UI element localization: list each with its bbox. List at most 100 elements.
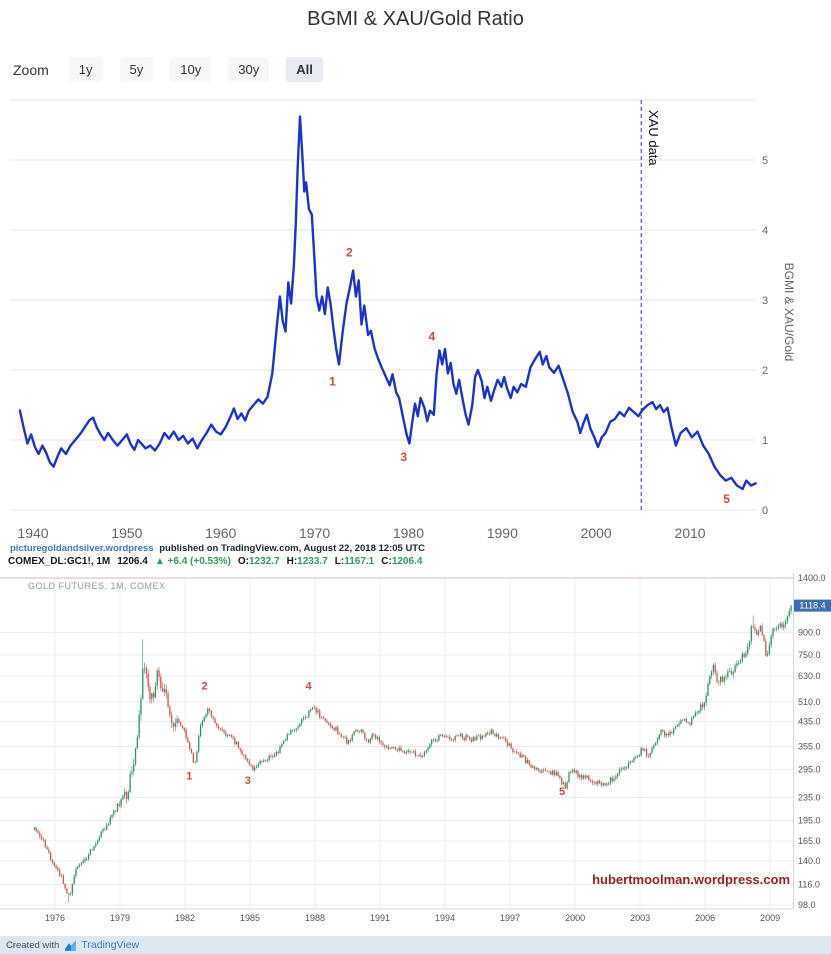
tradingview-logo-icon[interactable] [64, 939, 77, 952]
candle-body [154, 685, 157, 698]
candle-body [122, 795, 124, 800]
time-axis-label: 2006 [695, 913, 715, 923]
candle-body [161, 688, 164, 692]
candle-body [246, 759, 249, 761]
candle-body [588, 775, 590, 780]
zoom-button-1y[interactable]: 1y [68, 57, 103, 82]
candle-body [105, 825, 108, 830]
candle-body [288, 734, 290, 735]
candle-body [385, 746, 388, 748]
candle-body [640, 748, 642, 756]
candle-body [223, 730, 225, 733]
candle-body [142, 668, 144, 699]
candle-body [647, 755, 650, 757]
candle-body [752, 626, 754, 628]
candle-body [136, 736, 138, 749]
zoom-button-5y[interactable]: 5y [119, 57, 154, 82]
candle-body [662, 729, 664, 732]
candle-body [353, 731, 355, 735]
candle-body [393, 747, 395, 748]
candle-body [537, 767, 539, 771]
candle-body [411, 751, 413, 753]
low-number: 1167.1 [344, 556, 375, 567]
candle-body [205, 714, 207, 718]
candle-body [232, 736, 234, 739]
candle-body [461, 733, 464, 739]
candle-body [703, 702, 706, 708]
candle-body [523, 754, 525, 757]
candle-body [333, 728, 335, 731]
candle-body [273, 754, 276, 757]
candle-body [651, 747, 653, 753]
candle-body [673, 728, 675, 734]
candle-body [701, 704, 704, 708]
candle-body [535, 767, 538, 770]
tradingview-brand-link[interactable]: TradingView [81, 939, 140, 951]
candle-body [311, 707, 314, 710]
candle-body [284, 740, 287, 741]
candle-body [579, 775, 581, 778]
candle-body [669, 732, 671, 736]
candle-body [499, 737, 501, 739]
candle-body [459, 733, 462, 736]
candle-body [660, 729, 662, 735]
candle-body [172, 722, 175, 727]
zoom-button-all[interactable]: All [286, 57, 323, 82]
candle-body [147, 673, 149, 687]
candle-body [631, 761, 633, 763]
candle-body [127, 792, 129, 800]
candle-body [568, 772, 570, 783]
candle-body [158, 670, 160, 677]
candle-body [562, 782, 565, 785]
time-axis-label: 1994 [435, 913, 455, 923]
price-axis-label: 1400.0 [798, 573, 826, 583]
candle-body [667, 733, 669, 736]
candle-body [700, 704, 702, 711]
candle-body [226, 735, 229, 736]
candle-body [402, 750, 404, 752]
candle-body [492, 730, 494, 735]
candle-body [467, 735, 469, 738]
candle-body [315, 707, 317, 713]
time-axis-label: 1988 [305, 913, 325, 923]
candle-body [82, 860, 84, 864]
price-axis-label: 295.0 [798, 764, 821, 774]
open-number: 1232.7 [249, 556, 280, 567]
candle-body [544, 769, 547, 771]
candle-body [766, 653, 769, 656]
zoom-button-30y[interactable]: 30y [228, 57, 270, 82]
candle-body [543, 769, 545, 771]
candle-body [322, 717, 324, 719]
change-value: +6.4 (+0.53%) [167, 556, 231, 567]
candle-body [418, 754, 420, 756]
candle-body [109, 817, 111, 824]
candle-body [169, 706, 171, 716]
candle-body [552, 770, 554, 775]
candle-body [140, 698, 142, 715]
candle-body [517, 752, 520, 754]
candle-body [622, 768, 624, 770]
candle-body [609, 777, 612, 784]
candle-body [192, 752, 194, 763]
candle-body [241, 750, 243, 755]
candle-body [319, 710, 321, 718]
candle-body [656, 739, 659, 743]
candle-body [282, 740, 285, 744]
annotation-2: 2 [346, 246, 353, 260]
candle-body [645, 749, 648, 756]
candle-body [519, 753, 521, 758]
candle-body [412, 751, 415, 753]
time-axis-label: 1976 [45, 913, 65, 923]
candle-body [765, 640, 767, 656]
candle-body [219, 728, 222, 730]
zoom-button-10y[interactable]: 10y [170, 57, 212, 82]
candle-body [488, 732, 491, 734]
annotation-1: 1 [186, 770, 192, 782]
candle-body [783, 624, 785, 628]
candle-body [680, 720, 682, 724]
candle-body [78, 864, 81, 867]
candle-body [201, 721, 204, 726]
annotation-2: 2 [201, 681, 207, 693]
candle-body [608, 783, 610, 785]
